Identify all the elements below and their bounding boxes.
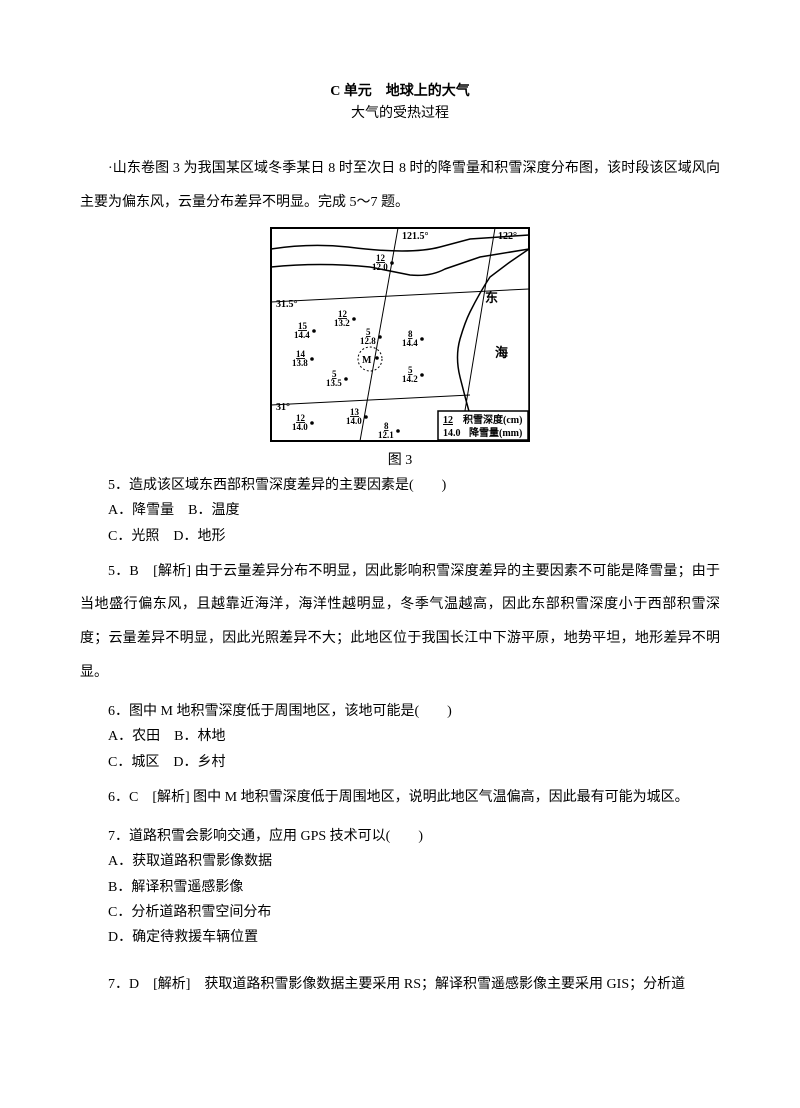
q7-answer: 7．D [解析] 获取道路积雪影像数据主要采用 RS；解译积雪遥感影像主要采用 … — [80, 968, 720, 1002]
svg-text:12.8: 12.8 — [360, 336, 376, 346]
q5-answer: 5．B [解析] 由于云量差异分布不明显，因此影响积雪深度差异的主要因素不可能是… — [80, 555, 720, 689]
figure-3: 121.5° 122° 31.5° 31° 东 海 12 12.0 12 13.… — [80, 227, 720, 469]
q5-opts-1: A．降雪量 B．温度 — [80, 498, 720, 523]
svg-text:14.4: 14.4 — [294, 330, 310, 340]
svg-text:13.2: 13.2 — [334, 318, 350, 328]
lat-label-1: 31.5° — [276, 299, 298, 310]
unit-title: C 单元 地球上的大气 — [80, 80, 720, 100]
q7-optD: D．确定待救援车辆位置 — [80, 925, 720, 950]
svg-text:14.0: 14.0 — [292, 422, 308, 432]
svg-text:13.5: 13.5 — [326, 378, 342, 388]
svg-text:12.0: 12.0 — [372, 262, 388, 272]
svg-text:14.0: 14.0 — [346, 416, 362, 426]
svg-text:12.1: 12.1 — [378, 430, 394, 440]
svg-text:降雪量(mm): 降雪量(mm) — [469, 426, 522, 439]
svg-text:M: M — [362, 355, 372, 366]
svg-text:13.8: 13.8 — [292, 358, 308, 368]
title-block: C 单元 地球上的大气 大气的受热过程 — [80, 80, 720, 122]
q5-stem: 5．造成该区域东西部积雪深度差异的主要因素是( ) — [80, 473, 720, 498]
q7-optA: A．获取道路积雪影像数据 — [80, 849, 720, 874]
q7-stem: 7．道路积雪会影响交通，应用 GPS 技术可以( ) — [80, 824, 720, 849]
q6-opts-1: A．农田 B．林地 — [80, 724, 720, 749]
section-title: 大气的受热过程 — [80, 102, 720, 122]
q7-optB: B．解译积雪遥感影像 — [80, 875, 720, 900]
q5-opts-2: C．光照 D．地形 — [80, 524, 720, 549]
sea-label-2: 海 — [495, 345, 508, 360]
q6-stem: 6．图中 M 地积雪深度低于周围地区，该地可能是( ) — [80, 699, 720, 724]
q6-answer: 6．C [解析] 图中 M 地积雪深度低于周围地区，说明此地区气温偏高，因此最有… — [80, 781, 720, 815]
svg-text:14.4: 14.4 — [402, 338, 418, 348]
q7-optC: C．分析道路积雪空间分布 — [80, 900, 720, 925]
q6-opts-2: C．城区 D．乡村 — [80, 750, 720, 775]
svg-text:12: 12 — [443, 415, 453, 426]
svg-text:积雪深度(cm): 积雪深度(cm) — [463, 413, 522, 426]
intro-paragraph: ·山东卷图 3 为我国某区域冬季某日 8 时至次日 8 时的降雪量和积雪深度分布… — [80, 152, 720, 219]
map-svg: 121.5° 122° 31.5° 31° 东 海 12 12.0 12 13.… — [270, 227, 530, 442]
lon-label-2: 122° — [498, 231, 517, 242]
svg-text:14.2: 14.2 — [402, 374, 418, 384]
figure-caption: 图 3 — [80, 449, 720, 469]
sea-label-1: 东 — [485, 290, 498, 305]
svg-text:14.0: 14.0 — [443, 428, 461, 439]
legend-box: 12 积雪深度(cm) 14.0 降雪量(mm) — [438, 411, 528, 440]
lat-label-2: 31° — [276, 402, 290, 413]
lon-label-1: 121.5° — [402, 231, 429, 242]
